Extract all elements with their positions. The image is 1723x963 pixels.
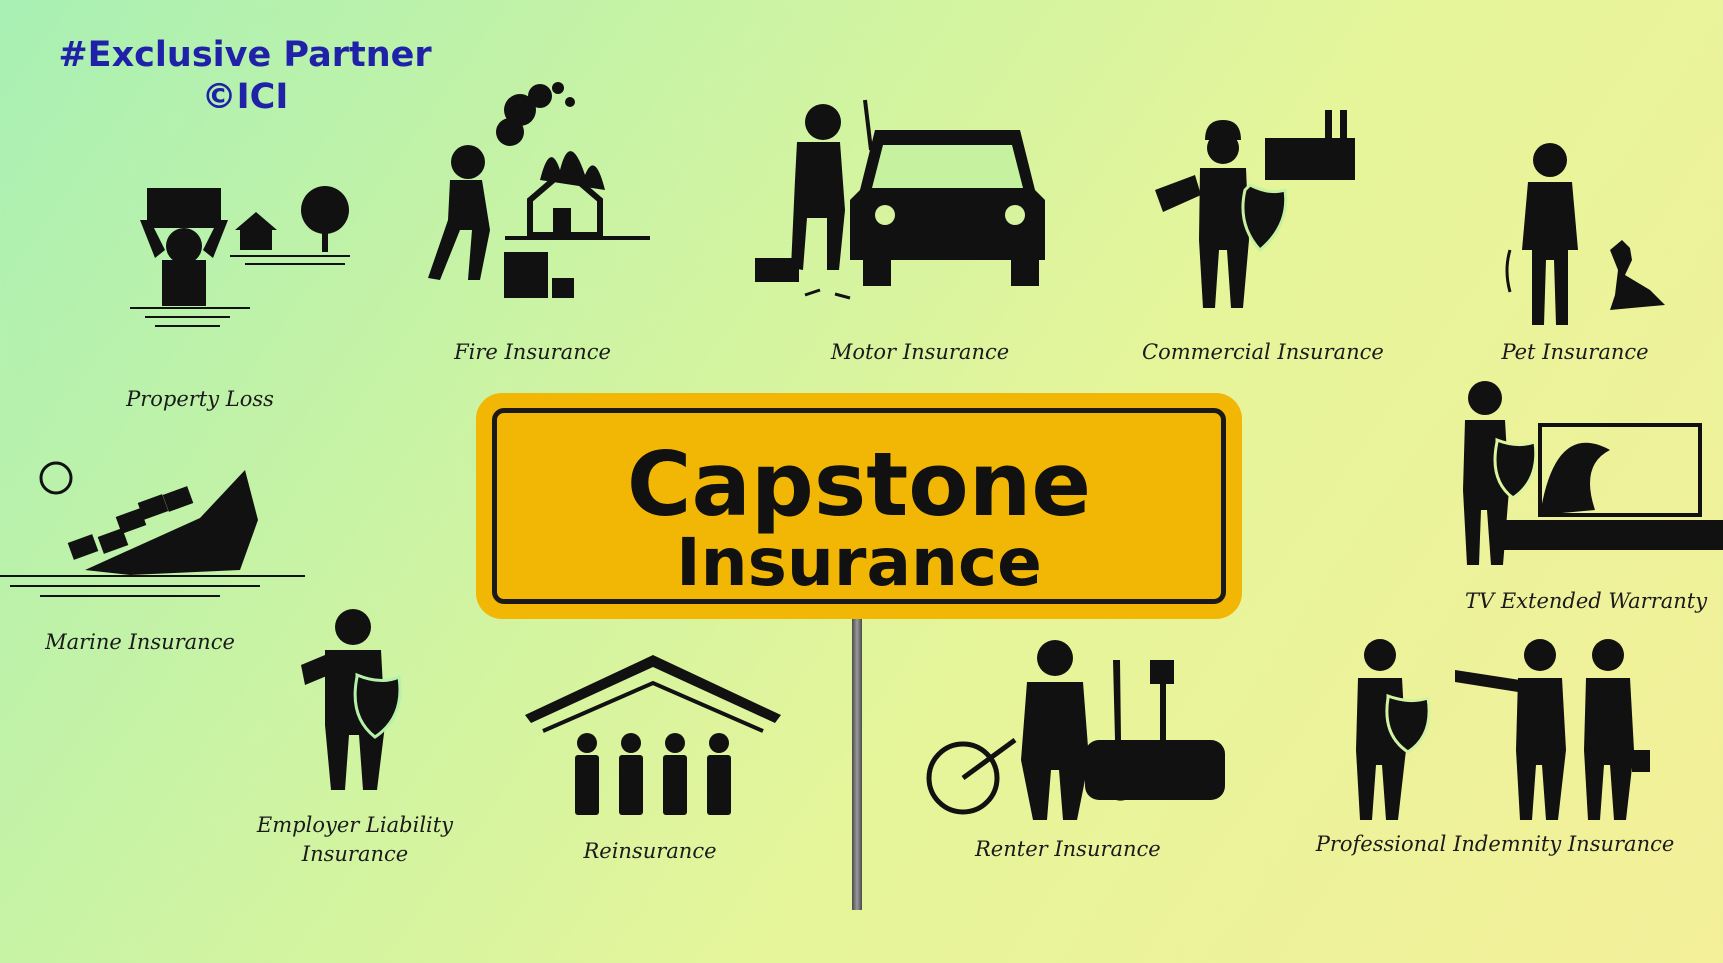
employee-shield-icon bbox=[301, 609, 402, 790]
sign-border: Capstone Insurance bbox=[492, 408, 1226, 604]
watermark-line2: ©ICI bbox=[201, 77, 289, 117]
sign-title: Capstone bbox=[626, 433, 1092, 536]
sinking-ship-icon bbox=[0, 461, 305, 597]
employer-liability-label: Employer Liability Insurance bbox=[256, 813, 454, 866]
roof-people-icon bbox=[525, 655, 781, 815]
property-loss-label: Property Loss bbox=[126, 387, 274, 411]
house-fire-icon bbox=[428, 82, 650, 298]
sign-post bbox=[852, 615, 862, 910]
tv-shield-icon bbox=[1463, 381, 1723, 565]
renter-belongings-icon bbox=[926, 640, 1225, 820]
capstone-sign: Capstone Insurance bbox=[476, 393, 1242, 619]
fire-insurance-label: Fire Insurance bbox=[454, 340, 611, 364]
engineer-shield-icon bbox=[1155, 110, 1355, 308]
renter-insurance-label: Renter Insurance bbox=[975, 837, 1161, 861]
sign-subtitle: Insurance bbox=[676, 524, 1042, 601]
flood-person-icon bbox=[130, 186, 350, 327]
professional-indemnity-label: Professional Indemnity Insurance bbox=[1315, 832, 1675, 856]
watermark: #Exclusive Partner ©ICI bbox=[55, 34, 435, 118]
pet-owner-icon bbox=[1505, 143, 1665, 325]
marine-insurance-label: Marine Insurance bbox=[45, 630, 235, 654]
car-repair-icon bbox=[755, 99, 1045, 300]
pet-insurance-label: Pet Insurance bbox=[1501, 340, 1649, 364]
reinsurance-label: Reinsurance bbox=[583, 839, 717, 863]
watermark-line1: #Exclusive Partner bbox=[58, 35, 432, 75]
tv-warranty-label: TV Extended Warranty bbox=[1465, 589, 1708, 613]
commercial-insurance-label: Commercial Insurance bbox=[1142, 340, 1384, 364]
professionals-icon bbox=[1356, 639, 1650, 820]
motor-insurance-label: Motor Insurance bbox=[830, 340, 1010, 364]
